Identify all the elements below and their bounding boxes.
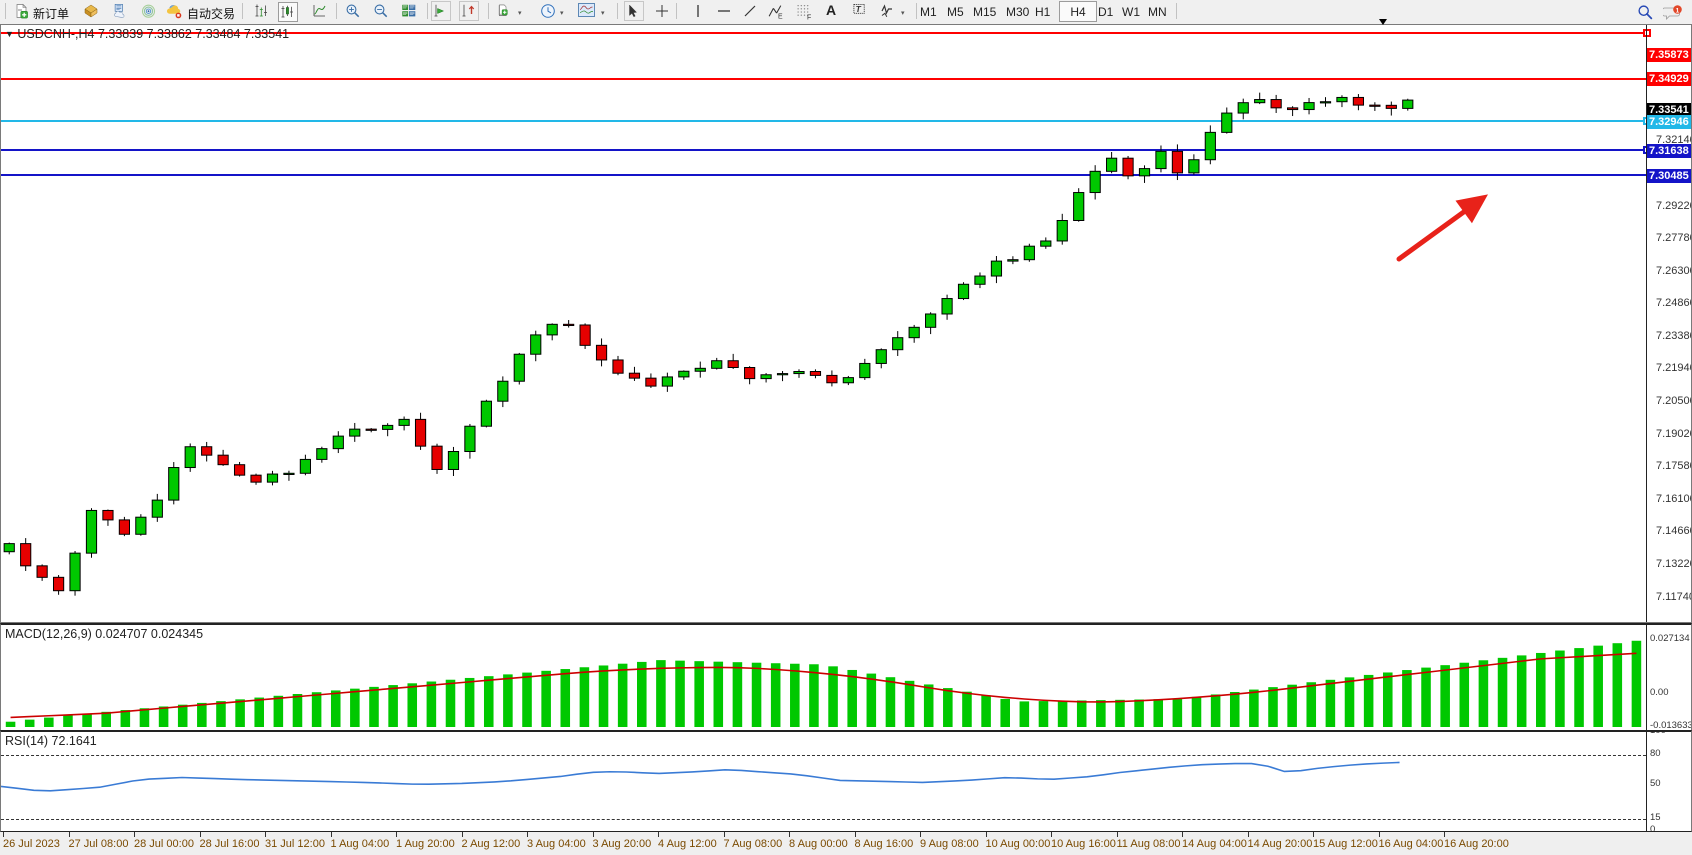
svg-text:1: 1 (1676, 7, 1680, 14)
svg-text:E: E (778, 13, 783, 20)
svg-text:T: T (856, 4, 862, 14)
svg-text:F: F (807, 14, 811, 20)
